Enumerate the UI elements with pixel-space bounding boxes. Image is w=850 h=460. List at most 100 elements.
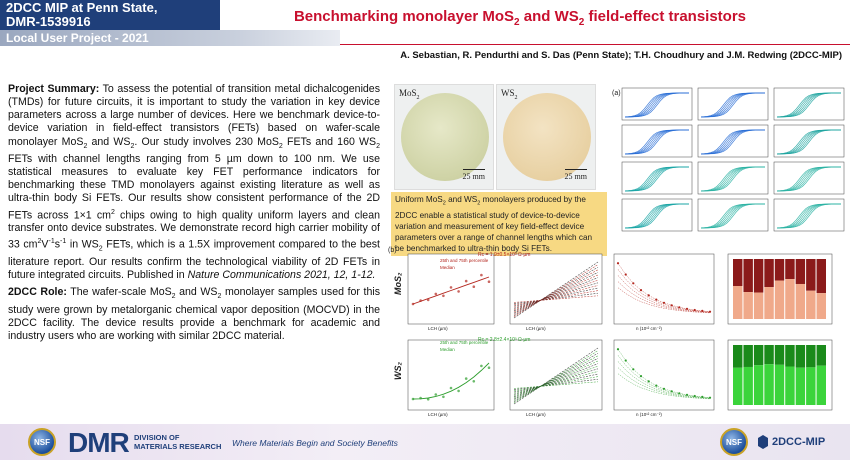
transfer-curve [701, 92, 765, 118]
summary-label: Project Summary: [8, 83, 100, 95]
transfer-curve [701, 203, 765, 229]
annotation-rc-mos2: Rc = 1.9±0.5×10³ Ω·µm [478, 252, 530, 258]
project-type-banner: Local User Project - 2021 [0, 30, 340, 46]
nsf-logo-icon: NSF [28, 428, 56, 456]
stacked-bar-top [733, 345, 743, 368]
stat-point [487, 366, 491, 369]
stacked-bar-top [795, 345, 806, 368]
footer: NSF DMR DIVISION OF MATERIALS RESEARCH Wh… [0, 424, 850, 460]
nsf-logo-icon-right: NSF [720, 428, 748, 456]
stacked-bar-top [785, 345, 795, 367]
xlabel-lch-3: LCH (µm) [428, 412, 448, 417]
stacked-bar-bottom [785, 279, 795, 319]
stat-point [434, 292, 438, 296]
transfer-curve [777, 92, 841, 118]
stat-point [434, 393, 438, 396]
stat-point [457, 389, 460, 393]
dmr-logo: DMR [68, 427, 130, 458]
page-title: Benchmarking monolayer MoS2 and WS2 fiel… [293, 8, 747, 28]
legend-median-mos2: Median [440, 265, 455, 270]
stat-subplots [407, 253, 833, 411]
stacked-bar-bottom [806, 367, 816, 405]
tlm-line [513, 264, 599, 318]
median-line [412, 362, 490, 400]
tlm-line [513, 266, 599, 316]
transfer-curve [777, 203, 841, 229]
tlm-line [513, 360, 599, 399]
stat-point [464, 279, 468, 283]
ws2-wafer [503, 93, 591, 181]
stat-subplot-frame [509, 253, 603, 325]
stat-point [449, 286, 453, 289]
tlm-line [513, 285, 599, 308]
contact-resistance-curve [617, 275, 711, 313]
stacked-bar-top [816, 345, 826, 366]
contact-resistance-curve [617, 349, 711, 398]
stat-point [442, 395, 445, 399]
stacked-bar-top [774, 259, 785, 281]
tlm-line [513, 381, 599, 389]
tlm-line [513, 350, 599, 404]
transfer-curve [777, 166, 841, 192]
tlm-line [513, 295, 599, 303]
row-label-ws2: WS₂ [393, 362, 403, 380]
stacked-bar-bottom [806, 290, 816, 319]
stacked-bar-bottom [774, 280, 785, 319]
transfer-curves-grid: (a) [612, 87, 845, 232]
stacked-bar-top [816, 259, 826, 294]
stacked-bar-bottom [733, 367, 743, 405]
transfer-curve [625, 92, 689, 118]
text-column: Project Summary: To assess the potential… [8, 83, 380, 347]
stacked-bar-bottom [743, 366, 753, 405]
median-line [412, 276, 490, 305]
contact-resistance-curve [617, 367, 711, 399]
transfer-curve [625, 166, 689, 192]
xlabel-lch-4: LCH (µm) [526, 412, 546, 417]
panel-a-label: (a) [612, 90, 621, 97]
tlm-line [513, 373, 599, 393]
dcc-role: 2DCC Role: The wafer-scale MoS2 and WS2 … [8, 286, 380, 343]
stat-point [480, 364, 483, 368]
mip-logo-icon [758, 435, 768, 449]
transfer-curve [625, 203, 689, 229]
transfer-curve [701, 166, 765, 192]
stat-point [472, 285, 476, 288]
stacked-bar-top [743, 345, 753, 367]
stacked-bar-top [774, 345, 785, 365]
org-line-2: DMR-1539916 [6, 14, 91, 29]
stat-point [472, 380, 476, 383]
authors-line: A. Sebastian, R. Pendurthi and S. Das (P… [400, 50, 842, 61]
panel-b-label: (b) [388, 247, 397, 254]
curve-subplots [621, 87, 845, 232]
tlm-line [513, 363, 599, 398]
stacked-bar-top [733, 259, 743, 286]
stat-point [480, 273, 483, 277]
xlabel-lch-2: LCH (µm) [526, 326, 546, 331]
xlabel-n: n (10¹² cm⁻²) [636, 326, 662, 331]
transfer-curve [777, 129, 841, 155]
stat-point [426, 398, 430, 401]
tlm-line [513, 368, 599, 395]
stacked-bar-bottom [764, 287, 774, 319]
stacked-bar-top [806, 345, 816, 368]
tlm-line [513, 279, 599, 310]
contact-resistance-curve [617, 287, 711, 314]
stat-point [442, 294, 445, 298]
stacked-bar-top [785, 259, 795, 280]
stat-point [662, 301, 666, 304]
figure-area: MoS2 25 mm WS2 25 mm [388, 84, 848, 414]
dmr-subtitle: DIVISION OF MATERIALS RESEARCH [134, 433, 222, 451]
figure-caption: Uniform MoS2 and WS2 monolayers produced… [391, 192, 607, 256]
ws2-wafer-photo: WS2 25 mm [496, 84, 596, 190]
stacked-bar-top [795, 259, 806, 284]
tlm-line [513, 378, 599, 390]
row-label-mos2: MoS₂ [393, 272, 403, 295]
tagline: Where Materials Begin and Society Benefi… [232, 438, 398, 448]
mos2-wafer [401, 93, 489, 181]
stacked-bar-top [743, 259, 753, 293]
tlm-line [513, 290, 599, 306]
stat-point [449, 386, 453, 390]
stacked-bar-bottom [733, 286, 743, 319]
mip-label: 2DCC-MIP [772, 436, 826, 448]
tlm-line [513, 347, 599, 405]
